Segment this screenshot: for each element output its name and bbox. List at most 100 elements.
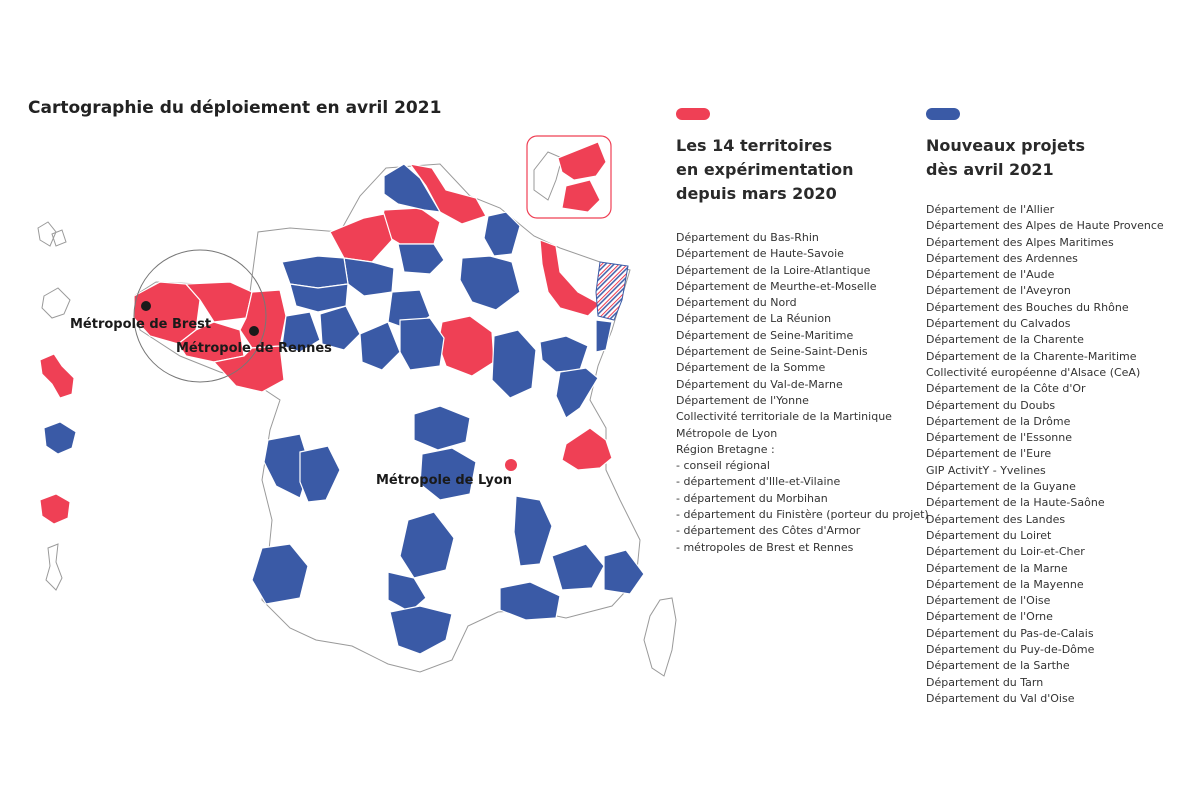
doubs-region [555,367,599,419]
bas-rhin-hatched [595,261,629,321]
metropole-markers: Métropole de Brest Métropole de Rennes M… [70,301,517,488]
legend-item: Département de l'Eure [926,447,1052,461]
legend-item: Département de la Sarthe [926,659,1070,673]
allier-region [413,405,471,451]
legend-item: Collectivité territoriale de la Martiniq… [676,410,892,424]
legend-nouveaux: Nouveaux projets dès avril 2021 Départem… [926,108,1186,707]
legend-item: Département du Val d'Oise [926,691,1075,705]
legend-item: Département de l'Aveyron [926,284,1071,298]
legend-item: Département de la Charente [926,333,1084,347]
guadeloupe-outline [37,221,67,247]
legend-item: Département des Alpes Maritimes [926,235,1114,249]
legend-item: Département du Loiret [926,528,1052,542]
reunion-shape [39,493,71,525]
legend-item: Département de la Loire-Atlantique [676,263,871,277]
legend-item: - département du Morbihan [676,491,828,505]
oise-region [397,243,445,275]
legend-nouveaux-list: Département de l'Allier Département des A… [926,202,1186,707]
landes-region [251,543,309,605]
legend-item: Département de la Charente-Maritime [926,349,1137,363]
legend-item: GIP ActivitY - Yvelines [926,463,1046,477]
corsica-outline [643,597,677,677]
legend-item: Département de la Guyane [926,480,1076,494]
lyon-marker [505,459,517,471]
inset-department-2 [561,179,601,213]
nord-region [408,163,487,225]
legend-item: Département du Doubs [926,398,1056,412]
legend-item: Département de la Mayenne [926,577,1084,591]
legend-item: Département du Puy-de-Dôme [926,643,1095,657]
heading-line: en expérimentation [676,160,854,179]
legend-item: Département de l'Essonne [926,431,1073,445]
heading-line: dès avril 2021 [926,160,1054,179]
map-title: Cartographie du déploiement en avril 202… [28,98,442,118]
morbihan-region [177,321,245,363]
charente-region [299,445,341,503]
legend-swatch-blue [926,108,960,120]
legend-item: Département de la Drôme [926,414,1071,428]
legend-item: Département du Pas-de-Calais [926,626,1094,640]
brest-label: Métropole de Brest [70,317,211,332]
legend-item: - département des Côtes d'Armor [676,524,861,538]
charente-maritime-region [263,433,311,499]
legend-experimentation: Les 14 territoires en expérimentation de… [676,108,929,556]
rennes-marker [249,326,259,336]
heading-line: depuis mars 2020 [676,184,837,203]
legend-item: Département de Meurthe-et-Moselle [676,279,877,293]
legend-item: Département des Bouches du Rhône [926,300,1129,314]
legend-item: Département de l'Allier [926,203,1055,216]
legend-item: Département des Ardennes [926,251,1078,265]
loir-et-cher-region [359,321,401,371]
tarn-region [387,571,427,613]
puy-de-dome-region [419,447,477,501]
legend-item: Département des Alpes de Haute Provence [926,219,1164,233]
loire-atlantique-region [212,345,285,393]
legend-item: Métropole de Lyon [676,426,778,440]
legend-item: Département du Loir-et-Cher [926,545,1085,559]
alpes-maritimes-region [603,549,645,595]
mainland-departments [133,163,677,677]
rennes-label: Métropole de Rennes [176,341,332,356]
martinique-outline [41,287,71,319]
aude-region [389,605,453,655]
heading-line: Les 14 territoires [676,136,833,155]
brest-marker [141,301,151,311]
legend-experimentation-list: Département du Bas-Rhin Département de Ha… [676,230,929,556]
legend-item: Département de l'Orne [926,610,1053,624]
heading-line: Nouveaux projets [926,136,1085,155]
legend-item: Département du Val-de-Marne [676,377,843,391]
legend-item: Département des Landes [926,512,1066,526]
legend-item: Département de Seine-Maritime [676,328,854,342]
bouches-du-rhone-region [499,581,561,621]
pas-de-calais-region [383,163,442,213]
legend-item: Département de la Haute-Saône [926,496,1105,510]
legend-item: Département de La Réunion [676,312,832,326]
legend-item: Département du Bas-Rhin [676,231,819,244]
legend-item: - métropoles de Brest et Rennes [676,540,854,554]
mayenne-region [281,311,321,353]
lyon-label: Métropole de Lyon [376,473,512,488]
cote-dor-region [491,329,537,399]
legend-experimentation-heading: Les 14 territoires en expérimentation de… [676,134,916,206]
legend-item: Département de l'Yonne [676,393,809,407]
legend-nouveaux-heading: Nouveaux projets dès avril 2021 [926,134,1186,182]
legend-item: Département de la Somme [676,361,826,375]
guyane-shape [43,421,77,455]
marne-region [459,255,521,311]
legend-item: Département de l'Aude [926,268,1055,282]
legend-item: Département de Seine-Saint-Denis [676,345,868,359]
legend-item: Département de la Côte d'Or [926,382,1086,396]
ardennes-region [483,211,521,257]
mayotte-outline [45,543,63,591]
alpes-haute-provence-region [551,543,605,591]
legend-item: Département du Nord [676,296,797,310]
legend-item: - département du Finistère (porteur du p… [676,508,929,522]
legend-item: Région Bretagne : [676,442,775,456]
legend-item: Département du Tarn [926,675,1044,689]
collectivite-alsace-region [595,319,613,353]
haute-savoie-region [561,427,613,471]
legend-swatch-red [676,108,710,120]
legend-item: Département de la Marne [926,561,1068,575]
legend-item: Département de Haute-Savoie [676,247,844,261]
